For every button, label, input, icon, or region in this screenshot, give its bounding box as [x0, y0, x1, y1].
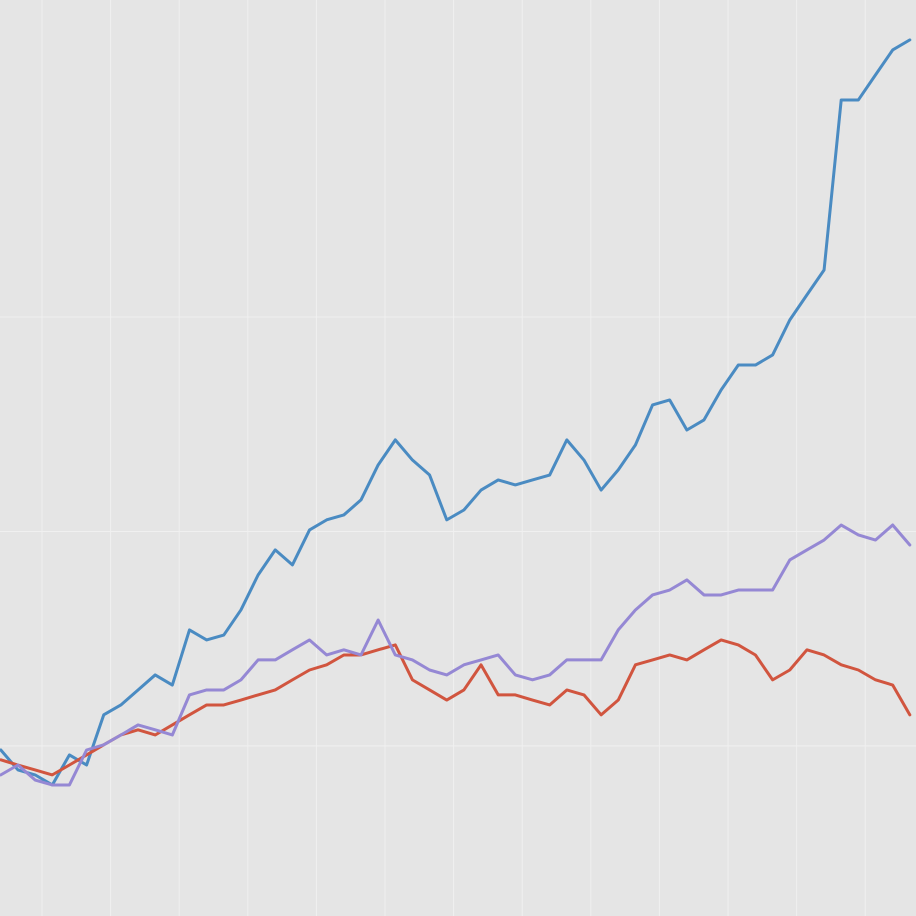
series-line	[0, 38, 912, 787]
series-line	[0, 523, 912, 787]
series-line	[0, 638, 912, 777]
